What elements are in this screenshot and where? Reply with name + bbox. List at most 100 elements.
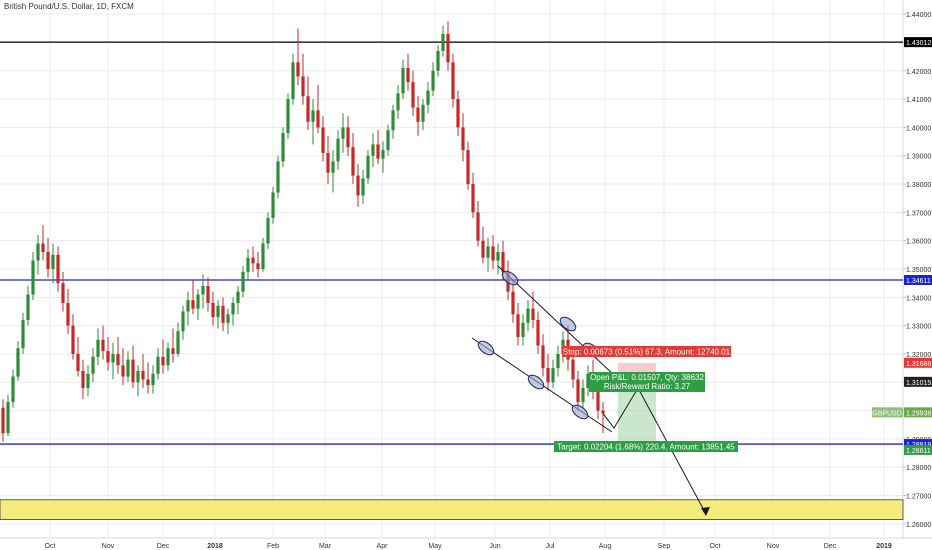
- candle: [386, 124, 390, 156]
- candle: [311, 99, 315, 145]
- candle: [21, 312, 25, 354]
- candle: [11, 369, 15, 408]
- candle-body: [276, 161, 280, 193]
- y-tick-label: 1.36000: [906, 239, 931, 246]
- candle: [441, 25, 445, 57]
- candle-body: [216, 305, 220, 318]
- candle-body: [346, 127, 350, 148]
- x-tick-label: Feb: [267, 543, 279, 550]
- candle-body: [541, 345, 545, 369]
- candle-body: [511, 291, 515, 315]
- candle: [271, 186, 275, 224]
- candle-body: [351, 147, 355, 176]
- price-label: 1.43012: [906, 40, 931, 47]
- y-tick-label: 1.42000: [906, 69, 931, 76]
- candle: [86, 365, 90, 397]
- touch-point-ellipse: [477, 340, 495, 356]
- candle-body: [491, 246, 495, 261]
- candle: [31, 252, 35, 301]
- price-label: 1.28611: [906, 448, 931, 455]
- candle-body: [406, 67, 410, 83]
- candle-body: [476, 212, 480, 241]
- target-label-box: [554, 441, 738, 452]
- candle: [331, 150, 335, 193]
- candle-body: [251, 257, 255, 264]
- candle: [71, 314, 75, 360]
- candle: [26, 285, 30, 326]
- candle-body: [111, 353, 115, 363]
- candle-body: [266, 218, 270, 244]
- candle: [381, 141, 385, 173]
- candle: [191, 280, 195, 315]
- candle-body: [451, 62, 455, 100]
- candle-body: [371, 144, 375, 156]
- candle: [131, 345, 135, 388]
- candle-body: [11, 376, 15, 403]
- candle-body: [1, 407, 5, 434]
- candle-body: [286, 99, 290, 134]
- candle: [361, 169, 365, 204]
- candle-body: [526, 308, 530, 323]
- symbol-tag-box: [872, 407, 903, 418]
- candle: [76, 336, 80, 377]
- candle: [166, 342, 170, 371]
- y-tick-label: 1.40000: [906, 125, 931, 132]
- y-tick-label: 1.33000: [906, 324, 931, 331]
- price-label-box: [904, 376, 932, 387]
- candle: [201, 274, 205, 309]
- candle: [56, 246, 60, 292]
- candle-body: [46, 252, 50, 269]
- candle-body: [361, 178, 365, 196]
- candle: [51, 243, 55, 284]
- candle-body: [391, 110, 395, 131]
- candle-body: [166, 348, 170, 366]
- axis-layer: 1.440001.430001.420001.410001.400001.390…: [45, 12, 932, 550]
- candle-body: [41, 243, 45, 253]
- candle-body: [571, 359, 575, 380]
- candle-body: [486, 246, 490, 258]
- candle: [256, 252, 260, 278]
- candle: [111, 342, 115, 380]
- candle-body: [256, 263, 260, 269]
- candle: [366, 150, 370, 185]
- candle-body: [26, 294, 30, 320]
- candle-body: [501, 252, 505, 272]
- candle: [241, 266, 245, 298]
- candle-body: [531, 308, 535, 320]
- price-label: 1.29938: [906, 410, 931, 417]
- x-tick-label: Dec: [157, 543, 170, 550]
- candle: [341, 113, 345, 153]
- candle-body: [466, 150, 470, 185]
- candle: [206, 277, 210, 312]
- candle-body: [181, 311, 185, 332]
- candle-body: [321, 127, 325, 153]
- candle: [316, 84, 320, 134]
- candle: [536, 311, 540, 354]
- candle: [211, 291, 215, 326]
- candle: [171, 328, 175, 363]
- x-tick-label: Sep: [658, 543, 671, 550]
- candle: [226, 308, 230, 335]
- candle: [496, 243, 500, 275]
- candle-body: [201, 285, 205, 295]
- chart-title: British Pound/U.S. Dollar, 1D, FXCM: [4, 2, 134, 11]
- candle-body: [151, 373, 155, 386]
- x-tick-label: 2019: [876, 543, 892, 550]
- candle: [391, 104, 395, 139]
- x-tick-label: Oct: [710, 543, 721, 550]
- symbol-tag: GBPUSD: [872, 410, 902, 417]
- y-tick-label: 1.27000: [906, 494, 931, 501]
- y-tick-label: 1.44000: [906, 12, 931, 19]
- stop-label-box: [562, 346, 731, 357]
- y-tick-label: 1.35000: [906, 267, 931, 274]
- candle: [91, 348, 95, 383]
- candle: [481, 226, 485, 264]
- candle: [351, 133, 355, 185]
- candle-body: [546, 368, 550, 383]
- candle-body: [446, 33, 450, 63]
- candle-body: [356, 175, 360, 196]
- candle-body: [96, 339, 100, 357]
- candle: [106, 336, 110, 371]
- candle-body: [381, 150, 385, 159]
- candle: [456, 90, 460, 136]
